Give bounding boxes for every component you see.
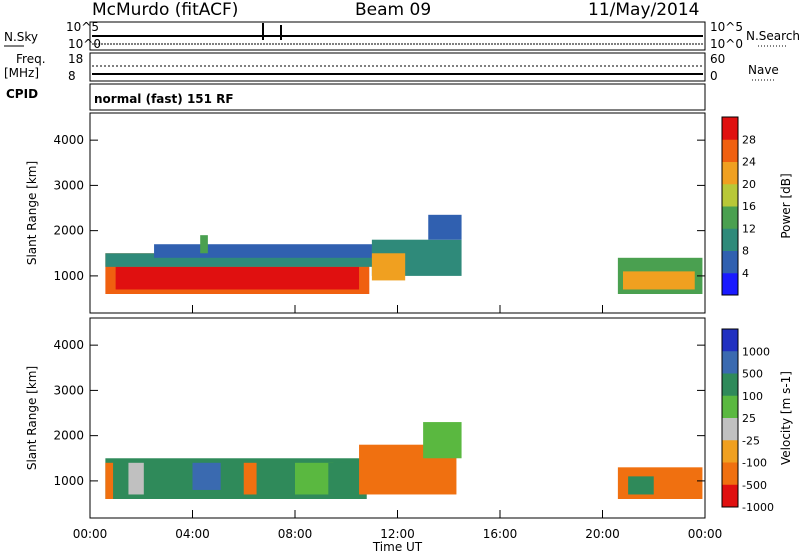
colorbar-tick-label: 16 (742, 200, 756, 213)
scatter-cell (295, 462, 334, 495)
colorbar-swatch (722, 228, 738, 251)
colorbar-swatch (722, 462, 738, 486)
colorbar-swatch (722, 484, 738, 508)
colorbar-tick-label: -500 (742, 479, 767, 492)
scatter-cell (371, 253, 406, 281)
cpid-label: CPID (6, 87, 39, 101)
scatter-cell (154, 244, 385, 258)
colorbar-tick-label: 500 (742, 368, 763, 381)
freq-label: Freq. (16, 52, 46, 66)
colorbar-swatch (722, 161, 738, 185)
colorbar-tick-label: 12 (742, 222, 756, 235)
colorbar-tick-label: 8 (742, 245, 749, 258)
x-tick-label: 00:00 (688, 527, 723, 541)
colorbar-tick-label: 28 (742, 133, 756, 146)
colorbar-swatch (722, 329, 738, 352)
nsearch-label: N.Search (746, 29, 800, 43)
colorbar-tick-label: -1000 (742, 501, 774, 514)
scatter-cell (243, 462, 257, 495)
nsky-tick-low: 10^0 (68, 37, 101, 51)
y-axis-label: Slant Range [km] (25, 366, 39, 470)
scatter-cell (200, 235, 208, 254)
scatter-cell (128, 462, 144, 495)
y-tick-label: 3000 (53, 383, 84, 397)
x-axis-label: Time UT (372, 540, 423, 554)
y-tick-label: 3000 (53, 178, 84, 192)
beam-title: Beam 09 (355, 0, 432, 20)
x-tick-label: 04:00 (175, 527, 210, 541)
colorbar-swatch (722, 183, 738, 207)
freq-tick-low: 8 (68, 69, 76, 83)
nsearch-tick-low: 10^0 (710, 37, 743, 51)
nave-tick-high: 60 (710, 52, 726, 66)
colorbar-swatch (722, 395, 738, 419)
colorbar-label: Power [dB] (779, 173, 793, 238)
colorbar-tick-label: 4 (742, 267, 749, 280)
colorbar-swatch (722, 206, 738, 229)
colorbar-swatch (722, 351, 738, 374)
scatter-cell (423, 422, 462, 459)
scatter-cell (428, 214, 462, 240)
colorbar-tick-label: 100 (742, 390, 763, 403)
scatter-cell (628, 476, 654, 495)
x-tick-label: 12:00 (380, 527, 415, 541)
freq-panel-frame (89, 52, 706, 82)
scatter-cell (328, 462, 352, 495)
freq-unit: [MHz] (4, 66, 40, 80)
colorbar-swatch (722, 139, 738, 162)
y-tick-label: 1000 (53, 269, 84, 283)
date-title: 11/May/2014 (588, 0, 700, 20)
cpid-panel-frame (89, 83, 706, 111)
nsky-label: N.Sky (4, 30, 39, 44)
colorbar-tick-label: -25 (742, 434, 760, 447)
y-tick-label: 4000 (53, 338, 84, 352)
colorbar-tick-label: 20 (742, 178, 756, 191)
station-title: McMurdo (fitACF) (92, 0, 239, 20)
nsky-panel-frame (89, 21, 706, 51)
x-tick-label: 00:00 (73, 527, 108, 541)
colorbar-frame (721, 328, 739, 508)
scatter-cell (192, 462, 221, 490)
colorbar-tick-label: 24 (742, 156, 756, 169)
x-tick-label: 16:00 (483, 527, 518, 541)
colorbar-swatch (722, 117, 738, 140)
colorbar-tick-label: 1000 (742, 345, 770, 358)
scatter-cell (115, 266, 360, 290)
x-tick-label: 08:00 (278, 527, 313, 541)
nsky-tick-high: 10^5 (66, 20, 99, 34)
colorbar-swatch (722, 440, 738, 463)
y-tick-label: 2000 (53, 429, 84, 443)
colorbar-frame (721, 116, 739, 296)
cpid-value: normal (fast) 151 RF (94, 92, 234, 106)
scatter-cell (105, 462, 114, 499)
colorbar-label: Velocity [m s-1] (779, 371, 793, 465)
y-axis-label: Slant Range [km] (25, 161, 39, 265)
colorbar-swatch (722, 418, 738, 441)
colorbar-tick-label: 25 (742, 412, 756, 425)
nave-tick-low: 0 (710, 69, 718, 83)
x-tick-label: 20:00 (585, 527, 620, 541)
y-tick-label: 2000 (53, 224, 84, 238)
colorbar-swatch (722, 373, 738, 397)
scatter-cell (623, 271, 695, 290)
freq-tick-high: 18 (68, 52, 84, 66)
colorbar-swatch (722, 272, 738, 296)
colorbar-tick-label: -100 (742, 457, 767, 470)
y-tick-label: 1000 (53, 474, 84, 488)
y-tick-label: 4000 (53, 133, 84, 147)
colorbar-swatch (722, 250, 738, 274)
nsearch-tick-high: 10^5 (710, 20, 743, 34)
nave-label: Nave (748, 63, 779, 77)
